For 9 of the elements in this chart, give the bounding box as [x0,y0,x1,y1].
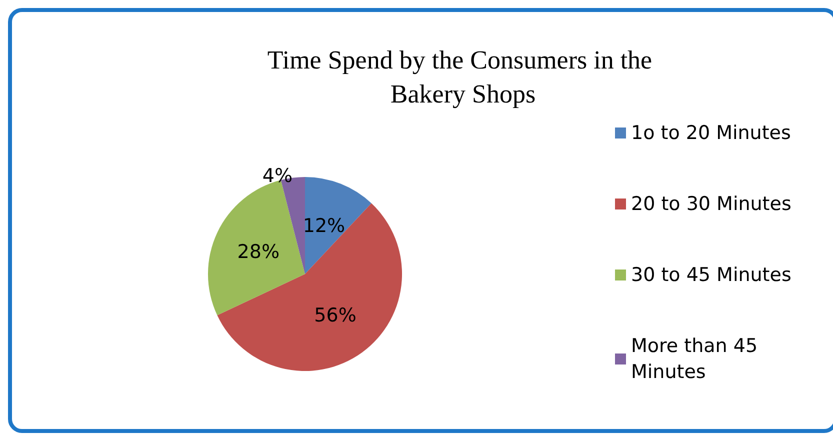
chart-title: Time Spend by the Consumers in the Bakery Shops [267,46,659,108]
legend-label: 20 to 30 Minutes [631,193,792,215]
legend-label: 30 to 45 Minutes [631,264,792,286]
data-label: 28% [237,241,280,264]
data-label: 12% [302,215,346,238]
data-label: 56% [314,304,356,327]
legend-label: More than 45 Minutes [631,335,764,383]
legend-label: 1o to 20 Minutes [631,122,791,144]
data-label: 4% [262,164,293,187]
